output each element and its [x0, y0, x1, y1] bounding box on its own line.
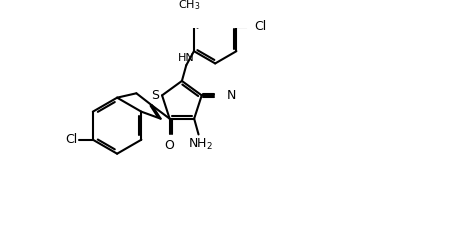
Text: NH$_2$: NH$_2$	[188, 137, 213, 152]
Text: N: N	[226, 89, 236, 102]
Text: Cl: Cl	[65, 133, 77, 146]
Text: HN: HN	[178, 53, 195, 63]
Text: S: S	[151, 89, 159, 102]
Text: O: O	[165, 139, 175, 152]
Text: Cl: Cl	[254, 20, 266, 33]
Text: CH$_3$: CH$_3$	[178, 0, 201, 12]
